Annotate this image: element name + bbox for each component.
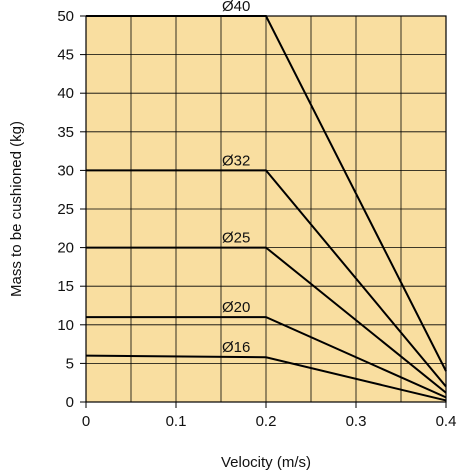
x-tick-label: 0.3: [346, 413, 367, 430]
y-tick-label: 10: [57, 317, 74, 334]
series-line: [86, 169, 447, 388]
y-axis-ticks: 0 5 10 15 20 25 30 35 40 45 50: [57, 8, 86, 411]
x-axis-ticks: 0 0.1 0.2 0.3 0.4: [82, 402, 457, 430]
y-tick-label: 0: [66, 394, 74, 411]
x-tick-label: 0.2: [256, 413, 277, 430]
x-tick-label: 0.4: [436, 413, 457, 430]
series-label: Ø25: [222, 230, 250, 247]
series-label: Ø20: [222, 299, 250, 316]
y-tick-label: 5: [66, 355, 74, 372]
y-tick-label: 50: [57, 8, 74, 25]
series-label: Ø40: [222, 0, 250, 15]
y-axis-title: Mass to be cushioned (kg): [8, 121, 25, 297]
x-tick-label: 0.1: [166, 413, 187, 430]
y-tick-label: 25: [57, 201, 74, 218]
series-line: [86, 316, 447, 399]
y-tick-label: 45: [57, 47, 74, 64]
y-tick-label: 30: [57, 162, 74, 179]
x-tick-label: 0: [82, 413, 90, 430]
y-tick-label: 40: [57, 85, 74, 102]
y-tick-label: 35: [57, 124, 74, 141]
series-label: Ø16: [222, 339, 250, 356]
series-label: Ø32: [222, 152, 250, 169]
series-line: [85, 354, 447, 402]
y-tick-label: 20: [57, 240, 74, 257]
series-line: [86, 246, 447, 394]
series-labels: Ø40 Ø32 Ø25 Ø20 Ø16: [222, 0, 250, 356]
y-tick-label: 15: [57, 278, 74, 295]
x-axis-title: Velocity (m/s): [221, 454, 311, 471]
